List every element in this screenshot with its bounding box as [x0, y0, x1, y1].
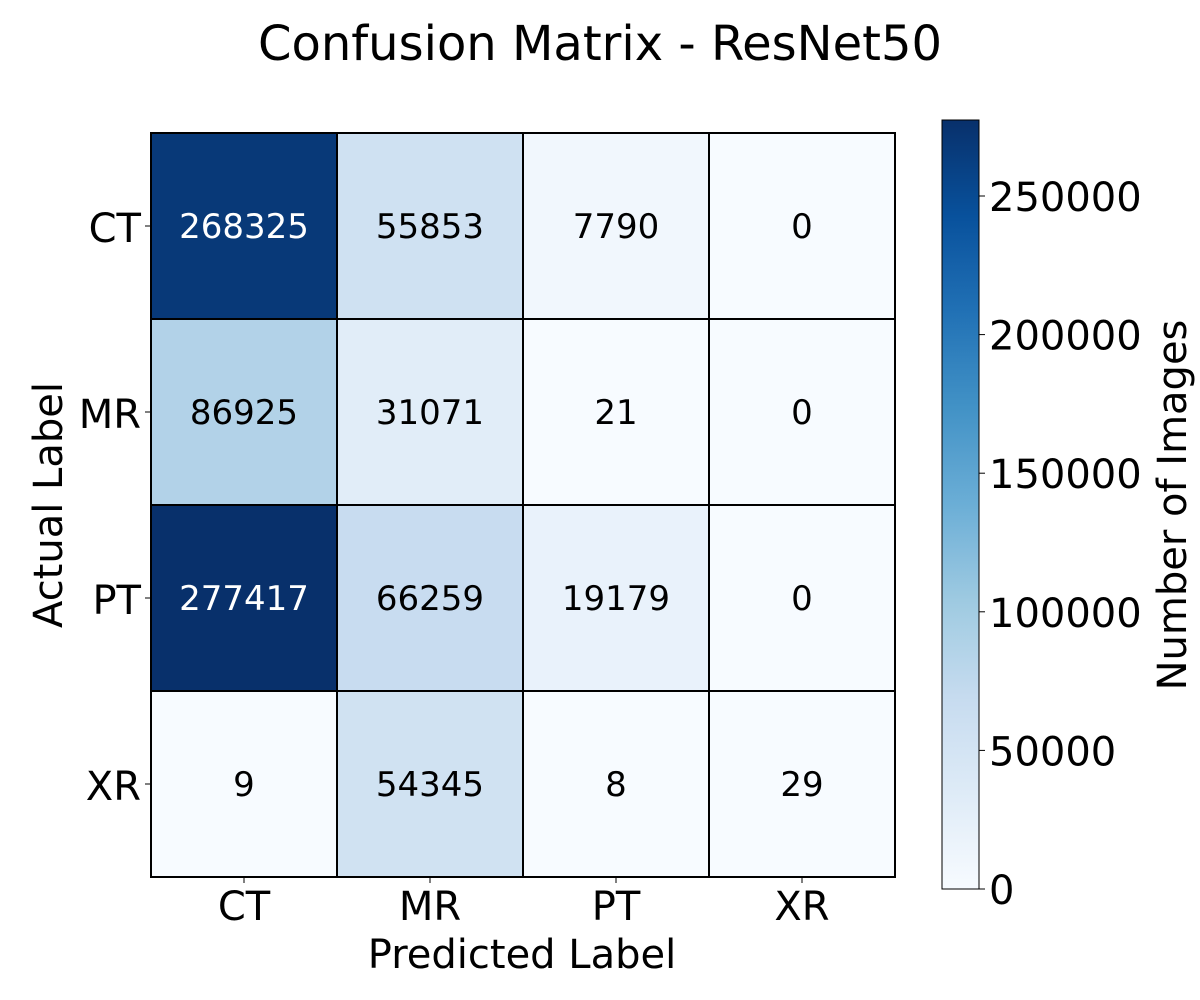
- y-axis-label: Actual Label: [26, 382, 72, 628]
- y-tick-label-xr: XR: [86, 764, 141, 810]
- colorbar-tick-label: 150000: [989, 452, 1142, 498]
- heatmap-cell-mr-mr: [336, 318, 524, 506]
- cell-value-label: 66259: [376, 579, 484, 619]
- heatmap-cell-ct-pt: [522, 132, 710, 320]
- heatmap-cell-ct-xr: [708, 132, 896, 320]
- cell-value-label: 9: [233, 765, 255, 805]
- colorbar-ticks: 0 50000 100000 150000 200000 250000: [979, 175, 1142, 914]
- colorbar-label: Number of Images: [1150, 320, 1196, 691]
- cell-value-label: 21: [594, 393, 637, 433]
- cell-value-label: 7790: [573, 207, 660, 247]
- x-tick-label-mr: MR: [399, 884, 461, 930]
- x-axis-ticks: CT MR PT XR: [218, 877, 830, 930]
- heatmap-cell-labels: 268325 55853 7790 0 86925 31071 21 0 277417 66259…: [179, 207, 824, 805]
- heatmap-cell-mr-xr: [708, 318, 896, 506]
- colorbar-tick-label: 250000: [989, 175, 1142, 221]
- cell-value-label: 19179: [562, 579, 670, 619]
- x-tick-label-pt: PT: [592, 884, 641, 930]
- cell-value-label: 0: [791, 207, 813, 247]
- colorbar-tick-label: 50000: [989, 729, 1116, 775]
- heatmap-cell-xr-xr: [708, 690, 896, 878]
- cell-value-label: 29: [780, 765, 823, 805]
- heatmap-cell-xr-ct: [150, 690, 338, 878]
- heatmap-cells: [150, 132, 896, 878]
- heatmap-cell-ct-mr: [336, 132, 524, 320]
- cell-value-label: 55853: [376, 207, 484, 247]
- heatmap-cell-pt-mr: [336, 504, 524, 692]
- cell-value-label: 86925: [190, 393, 298, 433]
- y-tick-label-ct: CT: [89, 206, 142, 252]
- colorbar-tick-label: 200000: [989, 314, 1142, 360]
- y-tick-label-pt: PT: [92, 578, 141, 624]
- cell-value-label: 31071: [376, 393, 484, 433]
- cell-value-label: 277417: [179, 579, 309, 619]
- colorbar-tick-label: 0: [989, 868, 1014, 914]
- cell-value-label: 268325: [179, 207, 309, 247]
- chart-title: Confusion Matrix - ResNet50: [258, 16, 942, 72]
- y-axis-ticks: CT MR PT XR: [79, 206, 151, 810]
- colorbar: [941, 119, 980, 890]
- x-tick-label-ct: CT: [218, 884, 271, 930]
- colorbar-tick-label: 100000: [989, 591, 1142, 637]
- x-axis-label: Predicted Label: [368, 932, 676, 978]
- cell-value-label: 8: [605, 765, 627, 805]
- y-tick-label-mr: MR: [79, 392, 141, 438]
- cell-value-label: 54345: [376, 765, 484, 805]
- x-tick-label-xr: XR: [774, 884, 829, 930]
- heatmap-cell-mr-ct: [150, 318, 338, 506]
- heatmap-cell-ct-ct: [150, 132, 338, 320]
- cell-value-label: 0: [791, 579, 813, 619]
- heatmap-cell-xr-mr: [336, 690, 524, 878]
- heatmap-cell-pt-xr: [708, 504, 896, 692]
- heatmap-cell-xr-pt: [522, 690, 710, 878]
- cell-value-label: 0: [791, 393, 813, 433]
